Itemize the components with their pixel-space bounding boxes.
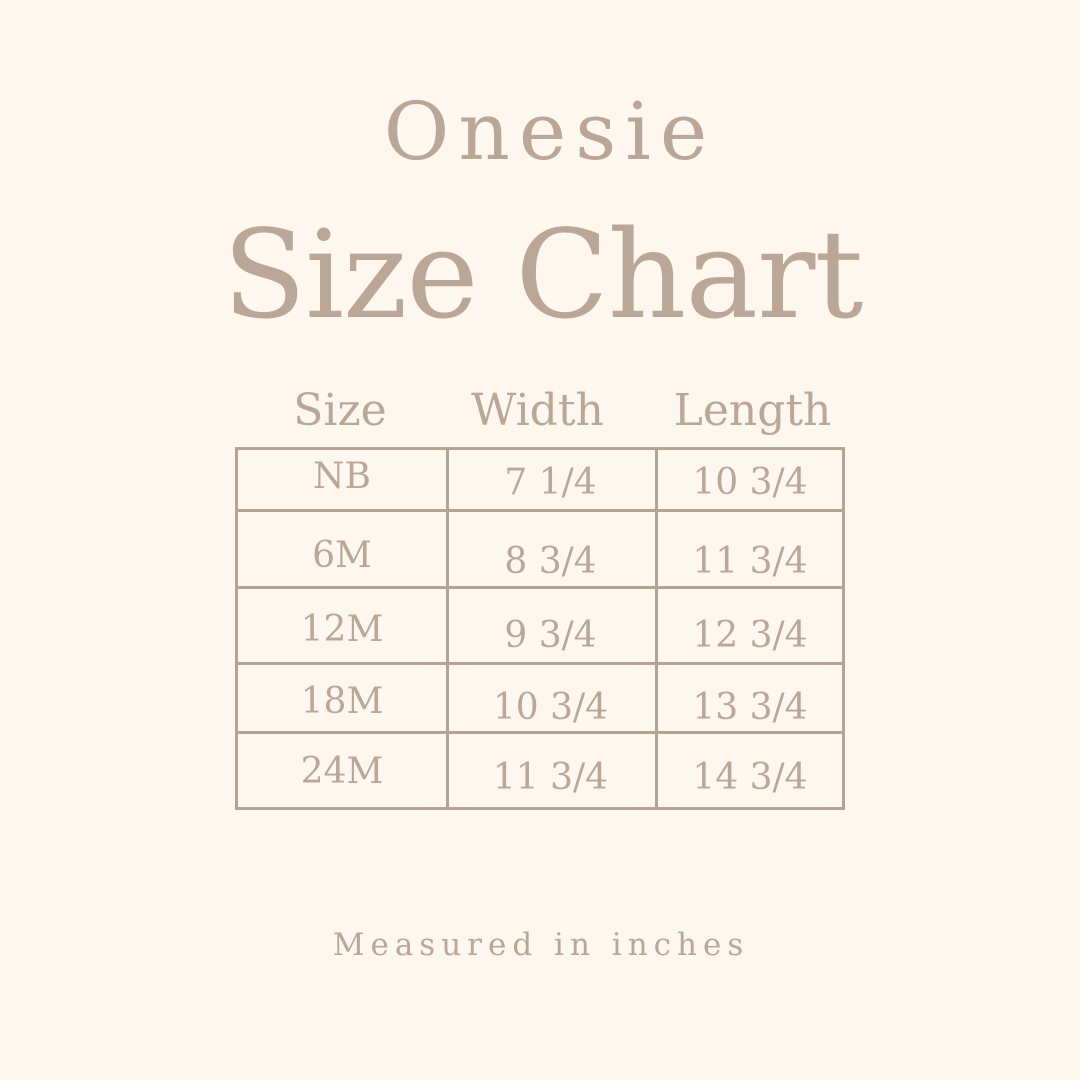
cell-size: 12M: [300, 609, 384, 650]
page-title: Size Chart: [222, 204, 864, 346]
cell-length: 14 3/4: [692, 757, 808, 798]
row-divider: [238, 731, 842, 734]
measurement-note: Measured in inches: [332, 927, 750, 963]
cell-size: NB: [313, 456, 371, 497]
cell-width: 9 3/4: [504, 615, 597, 656]
cell-length: 12 3/4: [692, 615, 808, 656]
cell-width: 7 1/4: [504, 462, 597, 503]
cell-length: 10 3/4: [692, 462, 808, 503]
header-size: Size: [293, 385, 387, 436]
column-divider: [446, 450, 449, 807]
product-name: Onesie: [383, 85, 717, 178]
cell-size: 24M: [300, 751, 384, 792]
cell-width: 10 3/4: [492, 687, 609, 728]
row-divider: [238, 662, 842, 665]
cell-length: 13 3/4: [692, 687, 808, 728]
row-divider: [238, 509, 842, 512]
header-width: Width: [471, 385, 604, 436]
cell-length: 11 3/4: [692, 541, 808, 582]
row-divider: [238, 586, 842, 589]
cell-width: 11 3/4: [492, 757, 609, 798]
column-divider: [655, 450, 658, 807]
cell-width: 8 3/4: [504, 541, 597, 582]
header-length: Length: [673, 385, 832, 436]
cell-size: 6M: [312, 535, 372, 576]
cell-size: 18M: [300, 681, 384, 722]
size-table: NB 7 1/4 10 3/4 6M 8 3/4 11 3/4 12M 9 3/4 12 3/4…: [235, 447, 845, 810]
